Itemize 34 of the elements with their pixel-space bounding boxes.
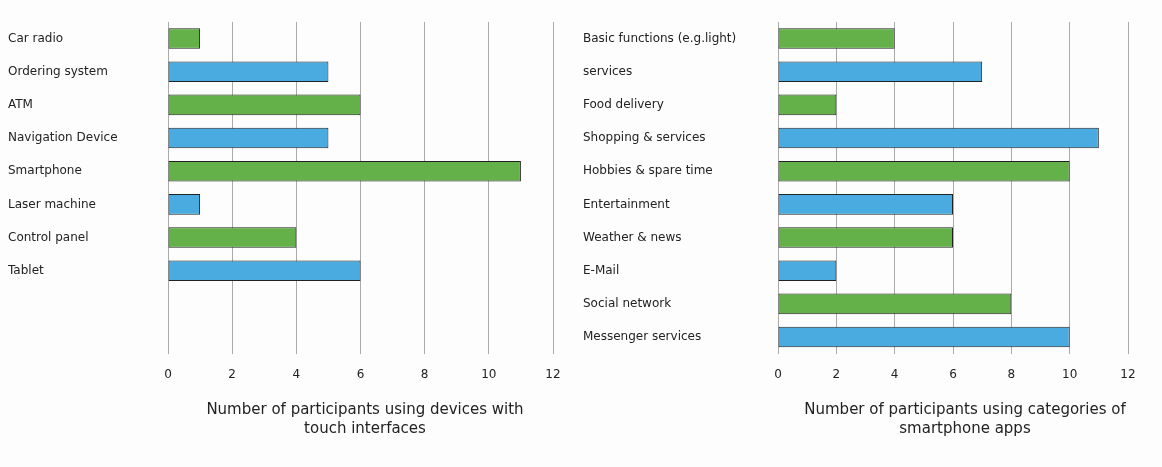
x-tick-label: 8: [420, 366, 429, 381]
y-tick-label: Shopping & services: [583, 130, 706, 145]
y-tick-label: Laser machine: [8, 196, 96, 211]
x-tick-label: 12: [545, 366, 561, 381]
x-tick-label: 4: [292, 366, 301, 381]
x-axis-title: Number of participants using categories of smartphone apps: [803, 400, 1127, 438]
x-tick-label: 4: [890, 366, 899, 381]
x-tick-label: 2: [228, 366, 236, 381]
y-tick-label: services: [583, 63, 633, 78]
x-axis-title: Number of participants using devices with touch interfaces: [205, 400, 525, 438]
y-tick-label: Tablet: [7, 262, 45, 277]
x-tick-label: 6: [949, 366, 957, 381]
x-tick-label: 2: [832, 366, 841, 381]
y-tick-label: Car radio: [8, 30, 64, 45]
y-tick-label: Ordering system: [8, 63, 108, 78]
y-tick-label: Food delivery: [583, 97, 664, 112]
y-tick-label: Smartphone: [8, 163, 82, 178]
x-tick-label: 0: [164, 366, 172, 381]
y-tick-label: E-Mail: [583, 262, 620, 277]
y-tick-label: Social network: [583, 295, 672, 310]
x-tick-label: 10: [1062, 366, 1078, 381]
y-tick-label: Entertainment: [583, 196, 670, 211]
x-tick-label: 0: [774, 366, 782, 381]
y-tick-label: Weather & news: [583, 229, 682, 244]
y-tick-label: ATM: [8, 97, 33, 112]
x-tick-label: 8: [1007, 366, 1016, 381]
x-tick-label: 6: [356, 366, 365, 381]
x-tick-label: 10: [481, 366, 497, 381]
y-tick-label: Navigation Device: [8, 130, 118, 145]
x-tick-label: 12: [1120, 366, 1136, 381]
y-tick-label: Hobbies & spare time: [583, 163, 713, 178]
y-tick-label: Messenger services: [583, 329, 702, 344]
y-tick-label: Basic functions (e.g.light): [583, 30, 737, 45]
y-tick-label: Control panel: [8, 229, 89, 244]
